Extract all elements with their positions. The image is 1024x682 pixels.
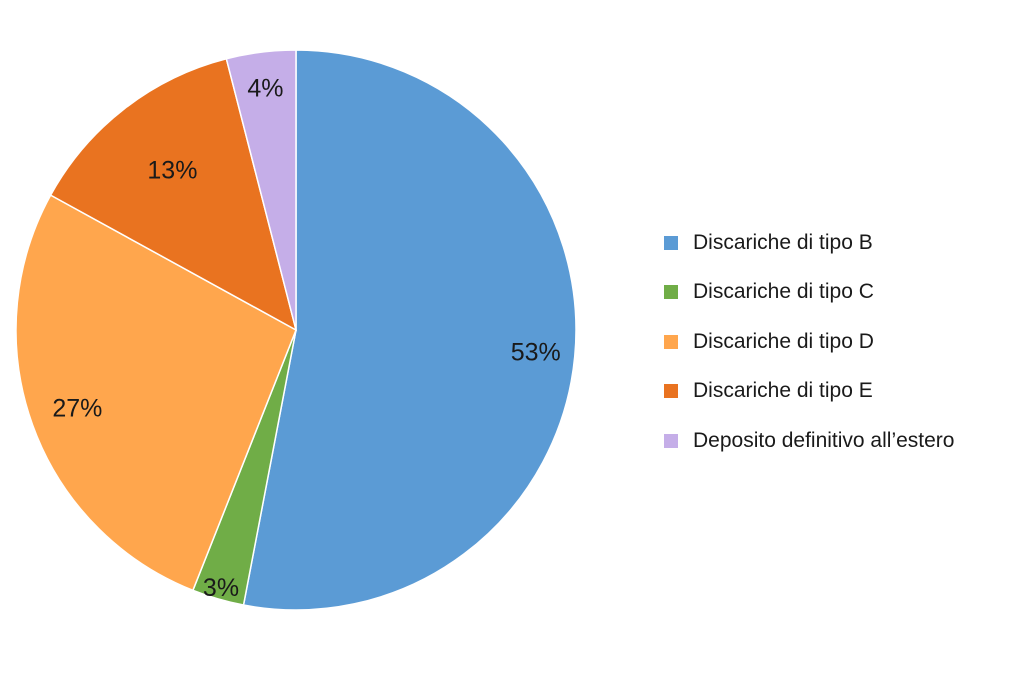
chart-legend: Discariche di tipo B Discariche di tipo C… <box>664 218 1024 466</box>
legend-label: Discariche di tipo E <box>693 379 873 403</box>
legend-swatch <box>664 433 678 448</box>
legend-swatch <box>664 334 678 349</box>
pie-data-labels: 53% 3% 27% 13% 4% <box>52 74 560 602</box>
legend-item-deposito-definitivo-all-estero: Deposito definitivo all’estero <box>664 416 1024 466</box>
legend-label: Discariche di tipo C <box>693 280 874 304</box>
legend-item-discariche-di-tipo-b: Discariche di tipo B <box>664 218 1024 268</box>
data-label-discariche-di-tipo-d: 27% <box>52 395 102 423</box>
legend-swatch <box>664 235 678 250</box>
data-label-discariche-di-tipo-b: 53% <box>511 339 561 367</box>
legend-label: Deposito definitivo all’estero <box>693 428 955 452</box>
legend-item-discariche-di-tipo-e: Discariche di tipo E <box>664 367 1024 417</box>
data-label-discariche-di-tipo-e: 13% <box>147 157 197 185</box>
pie-slices <box>15 49 577 611</box>
pie-slice-discariche-di-tipo-b <box>242 49 577 611</box>
legend-label: Discariche di tipo B <box>693 230 873 254</box>
legend-swatch <box>664 384 678 399</box>
data-label-deposito-definitivo-all-estero: 4% <box>247 74 283 102</box>
legend-swatch <box>664 285 678 300</box>
pie-slice-discariche-di-tipo-e <box>49 57 298 332</box>
pie-slice-deposito-definitivo-all-estero <box>225 49 297 331</box>
data-label-discariche-di-tipo-c: 3% <box>203 574 239 602</box>
legend-item-discariche-di-tipo-c: Discariche di tipo C <box>664 268 1024 318</box>
legend-item-discariche-di-tipo-d: Discariche di tipo D <box>664 317 1024 367</box>
pie-slice-discariche-di-tipo-d <box>15 194 297 592</box>
legend-label: Discariche di tipo D <box>693 329 874 353</box>
